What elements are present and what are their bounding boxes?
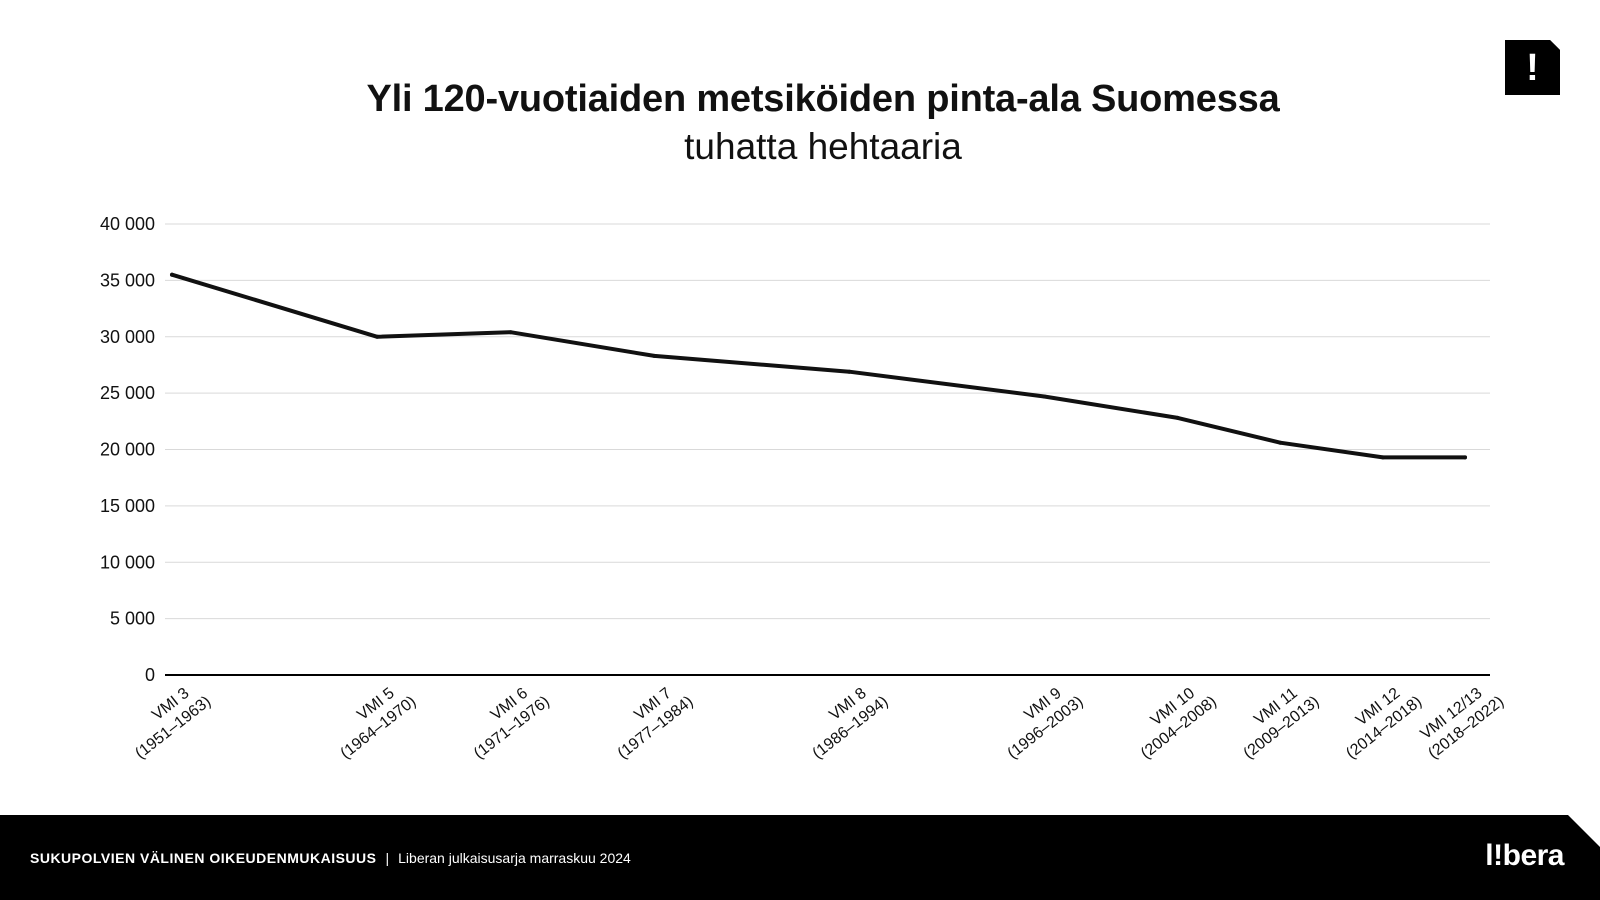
data-point-3 [652,353,657,358]
data-point-9 [1463,455,1467,460]
footer-publication: Liberan julkaisusarja marraskuu 2024 [398,850,631,866]
y-tick-label: 20 000 [100,440,155,460]
x-tick-label: VMI 11(2009–2013) [1228,677,1322,762]
data-point-6 [1175,415,1180,420]
data-point-0 [170,272,174,277]
y-tick-label: 40 000 [100,214,155,234]
data-point-1 [375,334,380,339]
y-tick-label: 0 [145,665,155,685]
data-point-5 [1042,394,1047,399]
footer-text: SUKUPOLVIEN VÄLINEN OIKEUDENMUKAISUUS | Li… [30,850,631,866]
y-tick-label: 35 000 [100,270,155,290]
data-point-7 [1278,440,1283,445]
x-tick-label: VMI 12(2014–2018) [1331,677,1425,762]
y-tick-label: 15 000 [100,496,155,516]
exclamation-icon: ! [1526,46,1539,89]
y-tick-label: 10 000 [100,552,155,572]
y-tick-label: 5 000 [110,609,155,629]
line-chart: 0 5 000 10 000 15 000 20 000 25 000 30 000 35 0… [100,214,1507,762]
chart-subtitle: tuhatta hehtaaria [684,126,962,167]
footer-bar: SUKUPOLVIEN VÄLINEN OIKEUDENMUKAISUUS | Li… [0,815,1600,900]
data-point-4 [847,369,852,374]
x-tick-label: VMI 10(2004–2008) [1126,677,1220,762]
data-point-8 [1380,455,1385,460]
data-line [170,272,1467,460]
x-tick-label: VMI 3(1951–1963) [120,677,214,762]
chart-title: Yli 120-vuotiaiden metsiköiden pinta-ala… [366,78,1280,120]
exclamation-badge: ! [1505,40,1560,95]
x-tick-label: VMI 6(1971–1976) [459,677,553,762]
x-tick-label: VMI 12/13(2018–2022) [1413,677,1507,762]
footer-series-name: SUKUPOLVIEN VÄLINEN OIKEUDENMUKAISUUS [30,850,377,866]
libera-logo: l!bera [1485,839,1564,872]
x-tick-label: VMI 8(1986–1994) [797,677,891,762]
x-tick-label: VMI 9(1996–2003) [992,677,1086,762]
x-tick-label: VMI 7(1977–1984) [602,677,696,762]
x-tick-label: VMI 5(1964–1970) [325,677,419,762]
y-tick-label: 25 000 [100,383,155,403]
footer-separator: | [385,850,390,866]
data-point-2 [508,330,513,335]
y-tick-label: 30 000 [100,327,155,347]
